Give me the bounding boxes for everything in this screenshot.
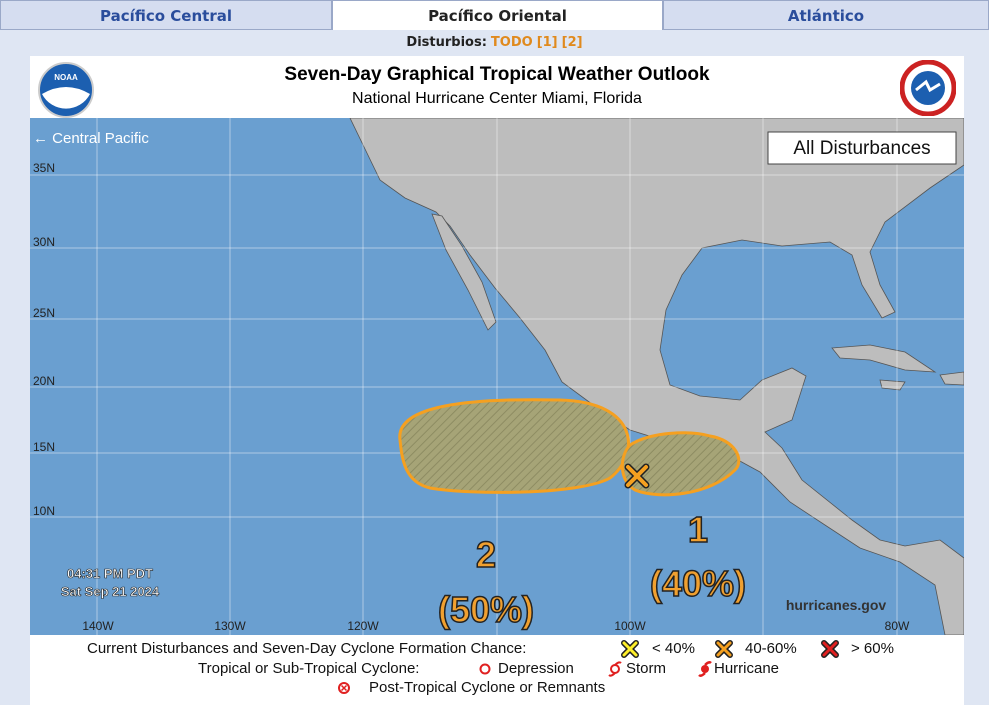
tab[interactable]: Atlántico [663, 0, 989, 30]
lat-label: 15N [33, 440, 55, 454]
disturbance-chance: (50%) [438, 589, 534, 630]
credit: hurricanes.gov [786, 597, 887, 613]
disturbance-nav: Disturbios: TODO [1] [2] [0, 35, 989, 50]
lat-label: 25N [33, 306, 55, 320]
legend-label: Current Disturbances and Seven-Day Cyclo… [87, 640, 527, 657]
disturbance-id: 1 [688, 509, 708, 550]
lon-label: 120W [347, 619, 379, 633]
legend-chance: > 60% [851, 640, 894, 657]
legend-post-tropical: Post-Tropical Cyclone or Remnants [369, 679, 606, 696]
lon-label: 140W [82, 619, 114, 633]
legend-label: Tropical or Sub-Tropical Cyclone: [198, 660, 420, 677]
legend-icon [715, 640, 733, 658]
legend-icon [608, 661, 622, 677]
disturbance-area [398, 398, 630, 494]
lat-label: 20N [33, 374, 55, 388]
logo-text: NOAA [54, 73, 78, 82]
back-link[interactable]: ← Central Pacific [33, 130, 149, 147]
legend-icon [698, 661, 712, 677]
legend-chance: < 40% [652, 640, 695, 657]
tab[interactable]: Pacífico Central [0, 0, 332, 30]
nav-link[interactable]: [1] [536, 35, 558, 50]
lon-label: 100W [614, 619, 646, 633]
nav-link[interactable]: TODO [490, 35, 533, 50]
legend-icon [338, 682, 350, 694]
filter-label: All Disturbances [793, 138, 930, 159]
nav-link[interactable]: [2] [561, 35, 583, 50]
subtitle: National Hurricane Center Miami, Florida [352, 90, 642, 107]
legend-cyclone: Hurricane [714, 660, 780, 677]
legend-cyclone: Depression [498, 660, 574, 677]
noaa-logo: NOAA [38, 62, 94, 118]
disturbance-chance: (40%) [650, 563, 746, 604]
lat-label: 10N [33, 504, 55, 518]
legend-icon [479, 663, 491, 675]
disturbance-id: 2 [476, 534, 496, 575]
title: Seven-Day Graphical Tropical Weather Out… [284, 64, 710, 85]
lon-label: 130W [214, 619, 246, 633]
tab-active[interactable]: Pacífico Oriental [332, 0, 663, 30]
nws-logo [900, 60, 956, 116]
lon-label: 80W [885, 619, 910, 633]
lat-label: 30N [33, 235, 55, 249]
nav-label: Disturbios: [406, 35, 487, 50]
timestamp-time: 04:31 PM PDT [67, 566, 153, 581]
lat-label: 35N [33, 161, 55, 175]
map: 35N 30N 25N 20N 15N 10N 140W 130W 120W 1… [30, 118, 964, 635]
legend-icon [821, 640, 839, 658]
legend-icon [621, 640, 639, 658]
legend-chance: 40-60% [745, 640, 797, 657]
legend-cyclone: Storm [626, 660, 667, 677]
timestamp-date: Sat Sep 21 2024 [61, 584, 160, 599]
